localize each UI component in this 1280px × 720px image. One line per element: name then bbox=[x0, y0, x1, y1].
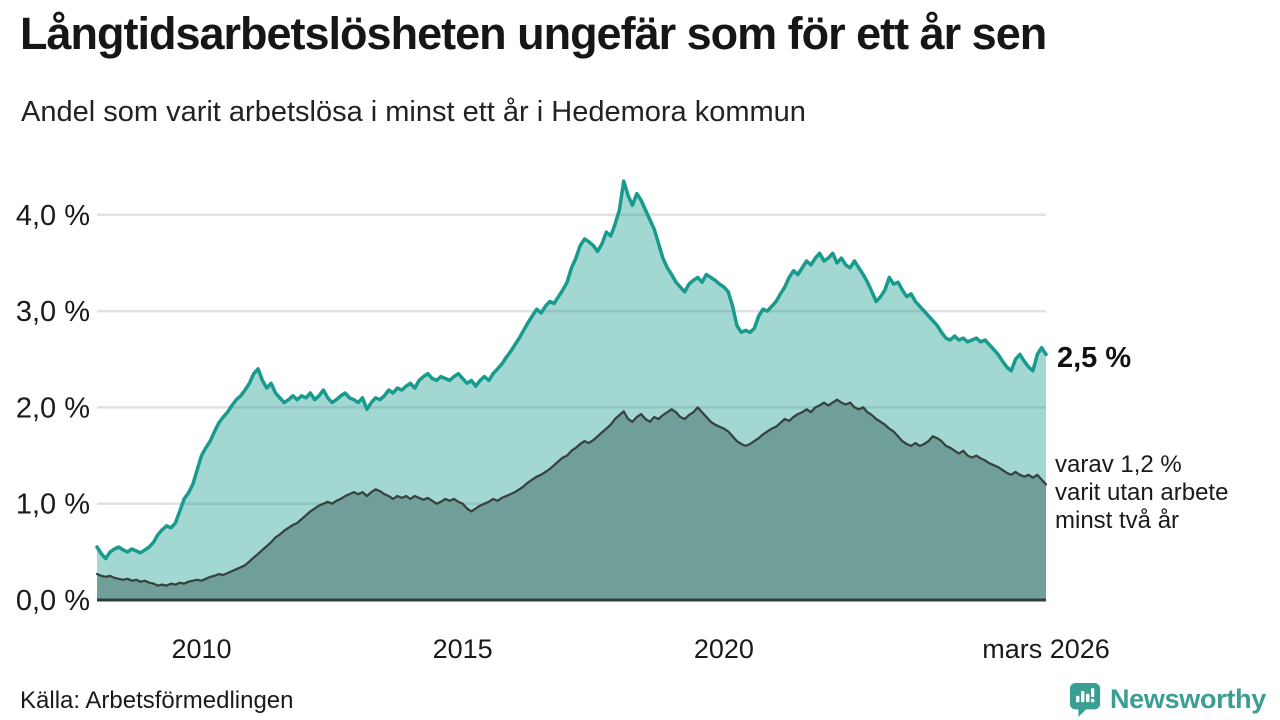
y-axis-label: 4,0 % bbox=[16, 200, 90, 232]
latest-value-label: 2,5 % bbox=[1057, 342, 1132, 374]
newsworthy-speech-bubble-chart-icon bbox=[1069, 682, 1101, 717]
y-axis-label: 1,0 % bbox=[16, 489, 90, 521]
x-axis-label: 2010 bbox=[171, 634, 231, 664]
chart-subtitle: Andel som varit arbetslösa i minst ett å… bbox=[21, 96, 806, 128]
x-axis-label: mars 2026 bbox=[982, 634, 1110, 664]
area-fill-unemployed-two-years bbox=[97, 399, 1046, 600]
y-axis-label: 3,0 % bbox=[16, 296, 90, 328]
y-axis-label: 2,0 % bbox=[16, 392, 90, 424]
subset-annotation-line3: minst två år bbox=[1055, 507, 1180, 534]
unemployment-area-chart: 0,0 % 1,0 % 2,0 % 3,0 % 4,0 % 2010 2015 2020 mar… bbox=[16, 179, 1110, 664]
subset-annotation: varav 1,2 % varit utan arbete minst två … bbox=[1055, 451, 1228, 535]
chart-title: Långtidsarbetslösheten ungefär som för e… bbox=[20, 8, 1047, 59]
x-axis-label: 2015 bbox=[433, 634, 493, 664]
source-credit: Källa: Arbetsförmedlingen bbox=[20, 687, 294, 714]
newsworthy-logo: Newsworthy bbox=[1068, 681, 1266, 717]
newsworthy-wordmark: Newsworthy bbox=[1109, 683, 1266, 714]
line-unemployed-two-years bbox=[95, 398, 1048, 587]
y-axis-label: 0,0 % bbox=[16, 585, 90, 617]
chart-area: 0,0 % 1,0 % 2,0 % 3,0 % 4,0 % 2010 2015 2020 mar… bbox=[0, 155, 1280, 675]
line-unemployed-one-year bbox=[95, 179, 1048, 561]
subset-annotation-line2: varit utan arbete bbox=[1055, 479, 1229, 506]
x-axis-label: 2020 bbox=[694, 634, 754, 664]
subset-annotation-line1: varav 1,2 % bbox=[1055, 451, 1182, 478]
